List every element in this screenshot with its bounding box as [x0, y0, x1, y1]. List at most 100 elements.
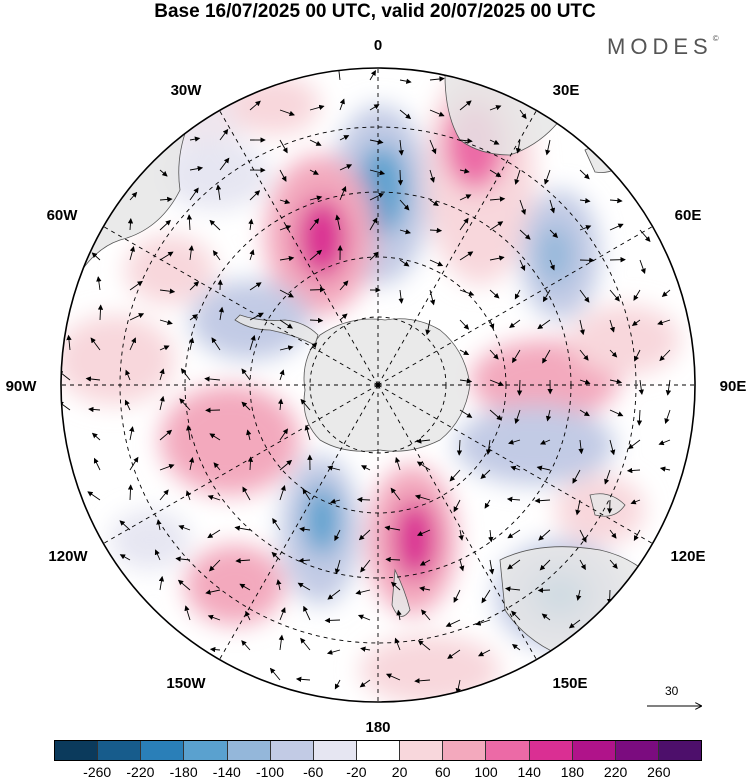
wind-vector	[279, 607, 286, 621]
wind-vector	[93, 457, 101, 471]
wind-vector	[429, 289, 436, 306]
colorbar-swatch	[141, 741, 185, 760]
wind-vector	[279, 225, 292, 231]
wind-vector	[429, 227, 443, 234]
wind-vector	[519, 199, 526, 215]
colorbar-tick-label: -140	[212, 764, 241, 780]
wind-vector	[355, 589, 371, 595]
wind-vector	[241, 368, 251, 381]
colorbar-tick-label: 260	[647, 764, 671, 780]
antarctic-peninsula-land	[234, 314, 319, 346]
wind-vector	[189, 314, 199, 321]
wind-vector	[88, 406, 101, 413]
wind-vector	[361, 465, 371, 471]
wind-vector	[459, 251, 474, 261]
wind-vector	[159, 319, 173, 325]
wind-vector	[213, 462, 221, 471]
wind-vector	[369, 104, 380, 111]
wind-vector	[91, 252, 101, 261]
wind-vector	[398, 139, 404, 156]
wind-vector	[234, 525, 251, 531]
wind-vector	[327, 589, 341, 600]
wind-vector	[369, 169, 386, 176]
wind-vector	[539, 439, 551, 445]
lon-label-0: 0	[374, 37, 382, 54]
wind-vector	[414, 494, 431, 501]
wind-vector	[129, 426, 135, 441]
wind-vector	[399, 229, 411, 235]
wind-vector	[429, 139, 437, 155]
wind-vector	[279, 139, 288, 154]
wind-vector	[480, 469, 491, 480]
wind-vector	[208, 559, 221, 572]
wind-vector	[459, 409, 473, 418]
wind-vector	[579, 225, 592, 231]
wind-vector	[249, 312, 264, 321]
wind-vector	[399, 109, 412, 120]
colorbar-tick-label: -20	[346, 764, 367, 780]
wind-vector	[542, 349, 551, 364]
wind-vector	[303, 605, 311, 621]
wind-vector	[360, 646, 371, 652]
wind-vector	[659, 349, 671, 362]
wind-vector	[159, 429, 173, 441]
wind-vector	[218, 306, 225, 321]
wind-vector	[579, 349, 589, 361]
wind-vector	[459, 194, 472, 201]
wind-vector	[189, 165, 204, 172]
wind-vector	[279, 459, 293, 471]
wind-vector	[235, 557, 251, 564]
lon-label-150e: 150E	[552, 675, 587, 692]
wind-vector	[609, 289, 620, 302]
wind-vector	[429, 109, 445, 117]
wind-vector	[539, 559, 551, 571]
colorbar	[54, 740, 702, 761]
wind-vector	[188, 245, 194, 261]
wind-vector	[219, 157, 230, 171]
wind-vector	[247, 456, 254, 471]
wind-vector	[488, 559, 495, 575]
wind-vector	[207, 529, 221, 539]
wind-vector	[488, 529, 494, 543]
wind-vector	[129, 191, 138, 201]
wind-vector	[489, 169, 502, 178]
wind-vector	[627, 439, 641, 450]
wind-vector	[204, 376, 221, 382]
wind-vector	[549, 199, 556, 214]
brand-text: MODES	[607, 34, 713, 59]
wind-vector	[429, 76, 445, 82]
wind-vector	[394, 637, 401, 651]
wind-vector	[489, 409, 502, 421]
wind-vector	[544, 169, 551, 185]
wind-vector	[665, 379, 672, 396]
colorbar-tick-label: -260	[83, 764, 112, 780]
wind-vector	[456, 439, 463, 456]
wind-vector	[324, 617, 341, 624]
wind-vector	[421, 609, 431, 621]
wind-vector	[85, 376, 101, 382]
wind-vector	[219, 128, 229, 141]
wind-vector	[575, 499, 581, 516]
wind-vector	[209, 433, 221, 441]
wind-vector	[189, 187, 199, 201]
graticule	[61, 68, 695, 702]
wind-vector	[485, 439, 492, 455]
wind-vector	[61, 401, 71, 411]
wind-vector	[634, 349, 641, 362]
wind-vector	[568, 619, 581, 629]
wind-vector	[184, 605, 191, 621]
wind-vector	[239, 583, 251, 591]
wind-vector	[572, 469, 581, 484]
wind-vector	[369, 217, 378, 231]
wind-vector	[297, 582, 311, 591]
wind-vector	[242, 486, 251, 501]
wind-vector	[369, 251, 379, 261]
wind-vector	[661, 289, 671, 297]
wind-vector	[129, 337, 136, 351]
lon-label-30w: 30W	[171, 82, 203, 99]
wind-vector	[475, 619, 491, 626]
lon-label-120w: 120W	[48, 548, 88, 565]
colorbar-tick-label: 220	[603, 764, 628, 780]
wind-vector	[339, 313, 348, 321]
wind-vector	[419, 559, 431, 566]
